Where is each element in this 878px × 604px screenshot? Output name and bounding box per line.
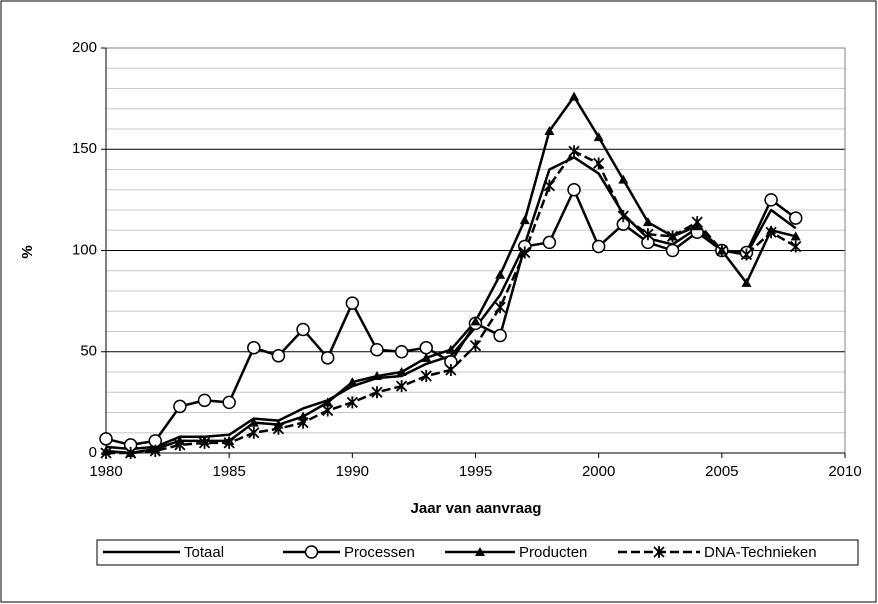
marker [198, 436, 211, 449]
marker [298, 411, 309, 421]
marker [543, 179, 556, 192]
marker [370, 342, 384, 357]
marker [346, 396, 358, 409]
marker [394, 345, 409, 359]
marker [222, 395, 236, 410]
marker [345, 296, 360, 310]
marker [445, 363, 457, 376]
marker [567, 183, 581, 197]
marker [568, 145, 580, 158]
marker [271, 349, 286, 363]
legend-label: DNA-Technieken [704, 544, 817, 561]
marker [741, 277, 752, 287]
marker [173, 399, 187, 414]
x-tick-label: 2010 [828, 463, 861, 480]
marker [618, 174, 629, 184]
y-tick-label: 0 [89, 444, 97, 461]
x-axis-label: Jaar van aanvraag [411, 500, 542, 517]
marker [494, 301, 506, 314]
marker [247, 340, 261, 355]
marker [765, 226, 777, 239]
marker [790, 231, 801, 241]
marker [665, 243, 680, 258]
x-tick-label: 2005 [705, 463, 738, 480]
marker [272, 422, 285, 435]
x-tick-label: 2000 [582, 463, 615, 480]
marker [493, 328, 507, 343]
marker [149, 444, 161, 457]
marker [790, 240, 802, 253]
marker [764, 193, 778, 207]
marker [174, 438, 186, 451]
marker [716, 244, 728, 257]
y-tick-label: 100 [72, 241, 97, 258]
x-tick-label: 1990 [336, 463, 369, 480]
y-tick-label: 200 [72, 39, 97, 56]
y-tick-label: 150 [72, 140, 97, 157]
marker [469, 339, 482, 352]
marker [519, 246, 531, 259]
marker [519, 215, 530, 225]
marker [788, 211, 803, 225]
legend-label: Totaal [184, 544, 224, 561]
marker [347, 377, 358, 387]
marker [617, 210, 629, 223]
marker [470, 316, 481, 326]
marker [248, 417, 259, 427]
marker [124, 447, 137, 459]
marker [297, 416, 309, 429]
marker [396, 367, 407, 376]
marker [569, 91, 580, 101]
legend-label: Processen [344, 544, 415, 561]
marker [100, 447, 112, 459]
marker [666, 230, 679, 243]
marker [740, 248, 753, 261]
marker [395, 380, 408, 393]
marker [542, 235, 557, 250]
marker [322, 404, 334, 417]
marker [544, 126, 555, 136]
marker [371, 386, 383, 399]
marker [445, 344, 456, 354]
legend-label: Producten [519, 544, 587, 561]
legend-marker [653, 546, 665, 558]
marker [420, 370, 432, 383]
legend-marker [475, 547, 485, 556]
marker [197, 393, 212, 408]
marker [495, 269, 506, 279]
marker [691, 216, 703, 229]
legend-marker [304, 545, 319, 559]
marker [223, 436, 235, 449]
x-tick-label: 1980 [89, 463, 122, 480]
marker [642, 217, 653, 227]
marker [322, 397, 333, 407]
y-axis-label: % [19, 245, 36, 258]
marker [591, 239, 606, 254]
marker [320, 351, 335, 365]
marker [593, 132, 604, 142]
marker [421, 352, 432, 362]
x-tick-label: 1995 [459, 463, 492, 480]
marker [296, 322, 310, 337]
marker [371, 371, 382, 381]
x-tick-label: 1985 [212, 463, 245, 480]
y-tick-label: 50 [80, 343, 97, 360]
marker [642, 228, 654, 241]
marker [593, 157, 605, 170]
marker [419, 340, 433, 355]
marker [248, 426, 260, 439]
marker [99, 432, 113, 446]
